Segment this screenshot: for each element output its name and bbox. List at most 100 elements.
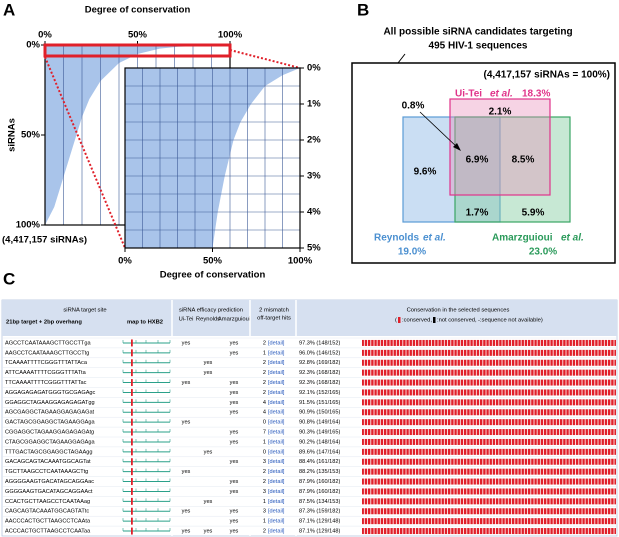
target-sequence: GGAGGCTAGAAGGAGAGAGATgg: [5, 400, 95, 406]
conservation-bar: [362, 458, 616, 465]
conservation-bar: [362, 379, 616, 386]
target-sequence: TCAAAATTTTCGGGTTTATTAca: [5, 360, 88, 366]
offtarget-hits: 3: [263, 509, 266, 515]
hxb2-position: [131, 438, 133, 446]
target-sequence: AAGCCTCAATAAAGCTTGCCTtg: [5, 350, 89, 356]
conservation-pct: 92.8% (169/182): [299, 360, 340, 366]
conservation-bar: [362, 468, 616, 475]
x-tick-label: 100%: [288, 256, 313, 267]
efficacy-cell: yes: [230, 509, 239, 515]
y-tick-label: 1%: [307, 99, 321, 110]
hxb2-position: [131, 517, 133, 525]
detail-link[interactable]: [detail]: [268, 370, 285, 376]
table-header: siRNA target site: [63, 308, 106, 314]
offtarget-hits: 3: [263, 489, 266, 495]
set-name: Reynolds: [374, 233, 419, 244]
offtarget-hits: 3: [263, 459, 266, 465]
conservation-pct: 89.6% (147/164): [299, 449, 340, 455]
detail-link[interactable]: [detail]: [268, 519, 285, 525]
detail-link[interactable]: [detail]: [268, 439, 285, 445]
conservation-pct: 87.9% (160/182): [299, 489, 340, 495]
target-sequence: AGGGGAAGTGACATAGCAGGAac: [5, 479, 94, 485]
efficacy-cell: yes: [204, 499, 213, 505]
detail-link[interactable]: [detail]: [268, 340, 285, 346]
table-header: Amarzguioui: [218, 317, 250, 323]
x-tick-label: 0%: [38, 30, 52, 41]
detail-link[interactable]: [detail]: [268, 420, 285, 426]
detail-link[interactable]: [detail]: [268, 499, 285, 505]
offtarget-hits: 1: [263, 499, 266, 505]
offtarget-hits: 1: [263, 519, 266, 525]
detail-link[interactable]: [detail]: [268, 380, 285, 386]
y-tick-label: 4%: [307, 207, 321, 218]
detail-link[interactable]: [detail]: [268, 350, 285, 356]
conservation-pct: 87.1% (129/148): [299, 519, 340, 525]
region-label: 2.1%: [489, 107, 512, 118]
conservation-bar: [362, 448, 616, 455]
detail-link[interactable]: [detail]: [268, 449, 285, 455]
offtarget-hits: 7: [263, 430, 266, 436]
detail-link[interactable]: [detail]: [268, 400, 285, 406]
zoom-line: [44, 56, 126, 249]
detail-link[interactable]: [detail]: [268, 410, 285, 416]
y-tick-label: 100%: [16, 220, 41, 231]
offtarget-hits: 0: [263, 420, 266, 426]
efficacy-cell: yes: [230, 350, 239, 356]
hxb2-position: [131, 458, 133, 466]
set-pct: 19.0%: [398, 247, 426, 258]
conservation-pct: 92.1% (152/165): [299, 390, 340, 396]
target-sequence: ATTCAAAATTTTCGGGTTTATta: [5, 370, 87, 376]
panel-a: 0% 50% 100% 0% 50% 100% Degree of conservation…: [2, 5, 321, 281]
y-tick-label: 3%: [307, 171, 321, 182]
hxb2-position: [131, 487, 133, 495]
set-amarzguioui: [454, 116, 571, 223]
conservation-bar: [362, 438, 616, 445]
efficacy-cell: yes: [230, 459, 239, 465]
offtarget-hits: 2: [263, 340, 266, 346]
table-header-bg: [2, 300, 617, 336]
efficacy-cell: yes: [182, 420, 191, 426]
conservation-pct: 97.3% (148/152): [299, 340, 340, 346]
venn-title: 495 HIV-1 sequences: [429, 41, 528, 52]
target-sequence: TTCAAAATTTTCGGGTTTATTac: [5, 380, 87, 386]
hxb2-position: [131, 507, 133, 515]
hxb2-position: [131, 379, 133, 387]
set-name: Amarzguioui: [492, 233, 553, 244]
efficacy-cell: yes: [230, 529, 239, 535]
detail-link[interactable]: [detail]: [268, 489, 285, 495]
detail-link[interactable]: [detail]: [268, 479, 285, 485]
region-label: 6.9%: [466, 155, 489, 166]
y-tick-label: 50%: [21, 130, 41, 141]
efficacy-cell: yes: [182, 340, 191, 346]
detail-link[interactable]: [detail]: [268, 360, 285, 366]
table-header: map to HXB2: [127, 320, 163, 326]
conservation-bar: [362, 369, 616, 376]
detail-link[interactable]: [detail]: [268, 509, 285, 515]
arrow: [419, 111, 459, 149]
target-sequence: CAGCAGTACAAATGGCAGTATtc: [5, 509, 89, 515]
hxb2-position: [131, 408, 133, 416]
detail-link[interactable]: [detail]: [268, 529, 285, 535]
y-tick-label: 2%: [307, 135, 321, 146]
detail-link[interactable]: [detail]: [268, 469, 285, 475]
hxb2-position: [131, 398, 133, 406]
target-sequence: CGGAGGCTAGAAGGAGAGAGAtg: [5, 430, 94, 436]
target-sequence: AGGAGAGAGATGGGTGCGAGAgc: [5, 390, 96, 396]
efficacy-cell: yes: [182, 509, 191, 515]
offtarget-hits: 4: [263, 400, 266, 406]
offtarget-hits: 2: [263, 390, 266, 396]
set-pct: 18.3%: [522, 89, 550, 100]
venn-title: All possible siRNA candidates targeting: [383, 27, 572, 38]
set-reynolds: [402, 116, 501, 223]
detail-link[interactable]: [detail]: [268, 459, 285, 465]
conservation-pct: 87.9% (160/182): [299, 479, 340, 485]
table-header: Conservation in the selected sequences: [407, 308, 510, 314]
axis-note: (4,417,157 siRNAs): [2, 235, 87, 246]
efficacy-cell: yes: [230, 390, 239, 396]
detail-link[interactable]: [detail]: [268, 390, 285, 396]
detail-link[interactable]: [detail]: [268, 430, 285, 436]
offtarget-hits: 0: [263, 449, 266, 455]
hxb2-position: [131, 478, 133, 486]
panel-label: C: [3, 269, 15, 288]
efficacy-cell: yes: [230, 380, 239, 386]
